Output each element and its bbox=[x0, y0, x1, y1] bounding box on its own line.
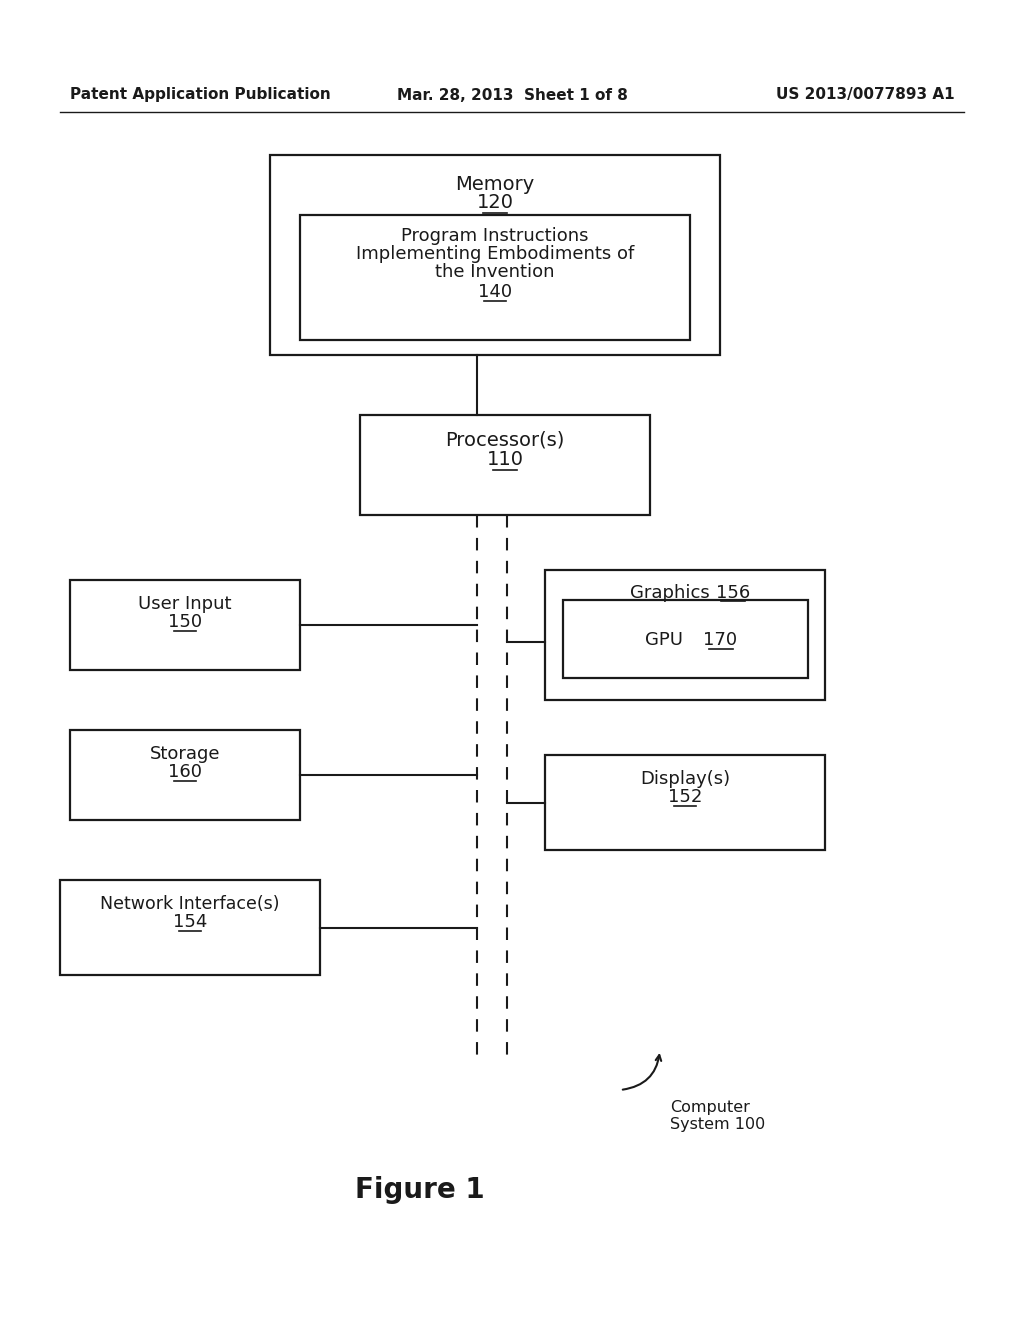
Text: US 2013/0077893 A1: US 2013/0077893 A1 bbox=[776, 87, 955, 103]
Bar bbox=[360, 414, 650, 515]
Text: Processor(s): Processor(s) bbox=[445, 430, 564, 449]
Text: Computer
System 100: Computer System 100 bbox=[670, 1100, 765, 1133]
Text: Display(s): Display(s) bbox=[640, 770, 730, 788]
Bar bbox=[70, 579, 300, 671]
Text: Graphics: Graphics bbox=[630, 583, 710, 602]
Text: Figure 1: Figure 1 bbox=[355, 1176, 484, 1204]
Text: 152: 152 bbox=[668, 788, 702, 807]
Text: Network Interface(s): Network Interface(s) bbox=[100, 895, 280, 913]
Bar bbox=[545, 570, 825, 700]
Text: the Invention: the Invention bbox=[435, 263, 555, 281]
Bar bbox=[563, 601, 808, 678]
Bar bbox=[545, 755, 825, 850]
Text: 120: 120 bbox=[476, 193, 513, 213]
Text: GPU: GPU bbox=[644, 631, 683, 649]
Text: 156: 156 bbox=[716, 583, 751, 602]
Text: Memory: Memory bbox=[456, 176, 535, 194]
Text: 140: 140 bbox=[478, 282, 512, 301]
Bar bbox=[70, 730, 300, 820]
Text: 170: 170 bbox=[703, 631, 737, 649]
Text: Mar. 28, 2013  Sheet 1 of 8: Mar. 28, 2013 Sheet 1 of 8 bbox=[396, 87, 628, 103]
Bar bbox=[60, 880, 319, 975]
Text: User Input: User Input bbox=[138, 595, 231, 612]
Text: Patent Application Publication: Patent Application Publication bbox=[70, 87, 331, 103]
Text: 160: 160 bbox=[168, 763, 202, 781]
Text: Program Instructions: Program Instructions bbox=[401, 227, 589, 246]
Text: 154: 154 bbox=[173, 913, 207, 931]
Text: Implementing Embodiments of: Implementing Embodiments of bbox=[356, 246, 634, 263]
Text: 110: 110 bbox=[486, 450, 523, 469]
Text: Storage: Storage bbox=[150, 744, 220, 763]
Text: 150: 150 bbox=[168, 612, 202, 631]
Bar bbox=[270, 154, 720, 355]
Bar bbox=[300, 215, 690, 341]
